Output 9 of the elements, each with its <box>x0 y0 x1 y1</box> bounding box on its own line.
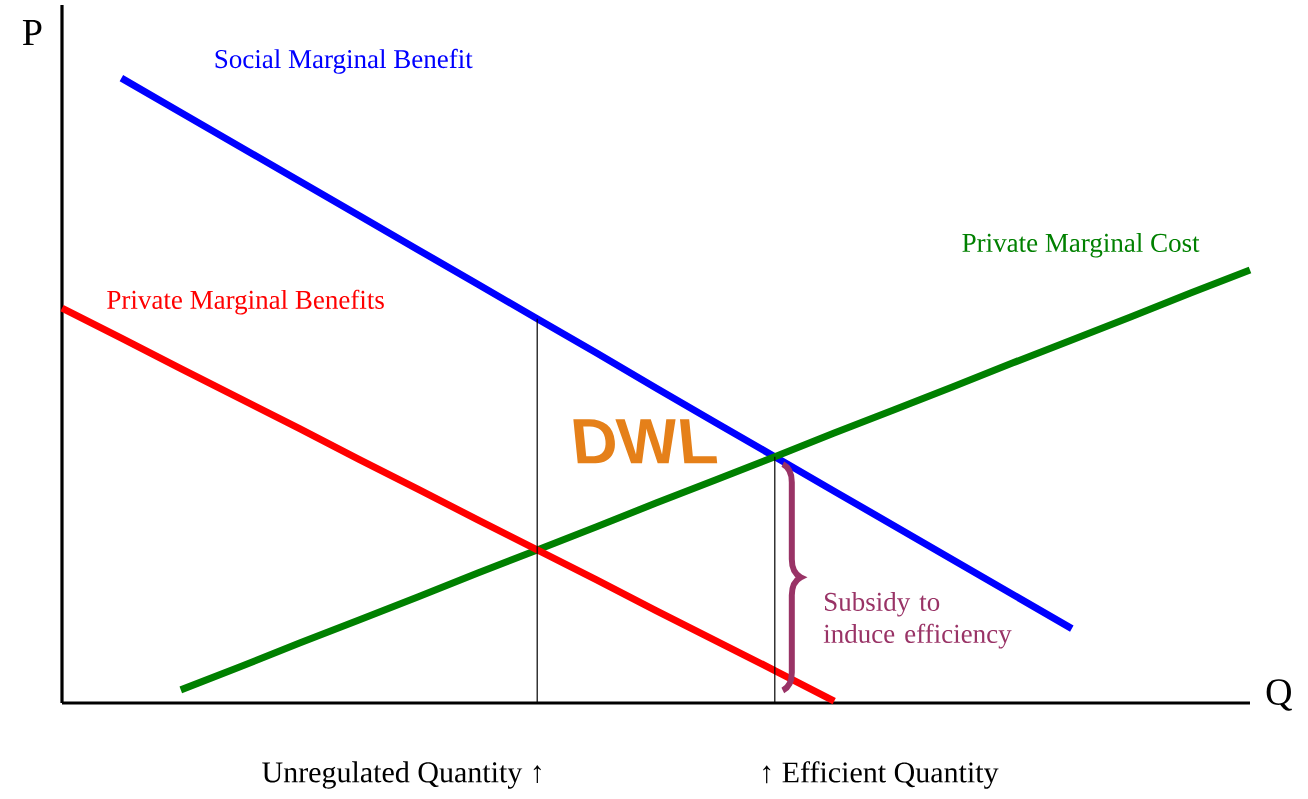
text: Unregulated Quantity ↑ <box>262 761 541 789</box>
annotation: Subsidy to induce efficiency <box>823 592 1012 649</box>
y-axis-title: P <box>22 20 42 45</box>
series-label: Private Marginal Benefits <box>107 289 384 315</box>
series-label: Social Marginal Benefit <box>215 48 473 74</box>
x-axis-title: Q <box>1266 679 1292 711</box>
annotation: DWL <box>573 419 718 464</box>
text: ↑ Efficient Quantity <box>763 761 999 789</box>
series-label: Private Marginal Cost <box>962 233 1200 258</box>
